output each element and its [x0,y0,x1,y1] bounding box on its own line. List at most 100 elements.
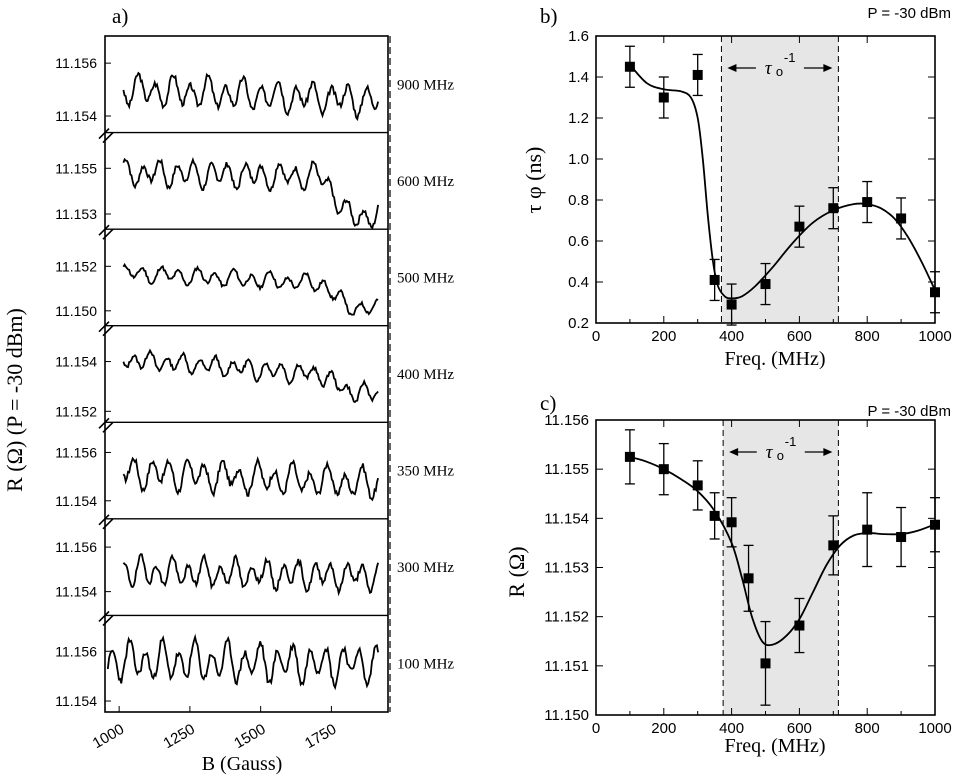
panel-c-plot: τ o-1 0 200 400 600 800 1000 11.150 11.151 11.152 1… [544,412,951,737]
panel-c-y-axis-label: R (Ω) [504,546,529,597]
data-point [794,620,805,631]
resistance-trace [106,633,379,691]
panel-c-x-axis-label: Freq. (MHz) [724,735,825,757]
y-tick-label: 0.4 [568,274,589,291]
x-tick-label: 0 [592,720,600,737]
data-point [862,524,873,535]
panel-a-stack: 11.156 11.154 900 MHz 11.155 11.153 600 MHz 11… [55,35,454,752]
y-tick-label: 11.156 [55,55,97,71]
data-point [862,197,873,208]
y-tick-label: 11.154 [544,510,589,527]
data-point [828,203,839,214]
band-label-bg [756,434,805,460]
y-tick-label: 11.154 [55,493,97,509]
band-label-superscript: -1 [785,434,797,449]
frequency-label: 100 MHz [397,657,454,673]
y-tick-label: 0.6 [568,233,589,250]
y-tick-label: 11.152 [55,403,97,419]
x-tick-label: 1000 [918,328,951,345]
x-tick-label: 1000 [90,721,127,752]
data-point [692,480,703,491]
axis-break-mark [98,417,114,433]
x-tick-label: 0 [592,328,600,345]
band-label-superscript: -1 [784,50,796,65]
y-tick-label: 1.2 [568,110,589,127]
data-point [760,658,771,669]
axis-break-mark [98,321,114,337]
y-tick-label: 11.155 [544,461,589,478]
shaded-band [721,36,839,323]
shaded-band [723,420,839,715]
x-tick-label: 800 [855,328,880,345]
arrow-head-left [727,64,737,72]
resistance-trace [122,456,379,502]
x-tick-label: 400 [719,328,744,345]
data-point [726,517,737,528]
fit-curve [629,64,936,300]
data-point [658,464,669,475]
x-tick-label: 1750 [302,721,339,752]
y-tick-label: 11.155 [55,160,97,176]
data-point [760,279,771,290]
panel-a-label: a) [112,4,128,28]
data-point [896,213,907,224]
y-tick-label: 11.156 [55,539,97,555]
frequency-label: 900 MHz [397,77,454,93]
resistance-trace [122,553,379,597]
data-point [930,519,940,530]
panel-b-plot: τ o-1 0 200 400 600 800 1000 0.2 0.4 0.6 0.8 1.0 1.2 1… [568,28,952,345]
x-tick-label: 600 [787,720,812,737]
panel-a-y-axis-label: R (Ω) (P = -30 dBm) [2,308,27,492]
y-tick-label: 11.154 [55,354,97,370]
data-point [624,451,635,462]
resistance-trace [122,348,379,404]
y-tick-label: 1.6 [568,28,589,45]
panel-b-x-axis-label: Freq. (MHz) [724,348,825,370]
resistance-trace [122,157,379,230]
x-tick-label: 600 [787,328,812,345]
data-point [658,92,669,103]
y-tick-label: 11.150 [544,707,589,724]
arrow-head-left [729,448,739,456]
axis-break-mark [98,514,114,530]
y-tick-label: 11.153 [544,560,589,577]
arrow-head-right [823,64,833,72]
frequency-label: 500 MHz [397,270,454,286]
data-point [828,540,839,551]
panel-c-label: c) [540,391,556,415]
axis-break-mark [98,224,114,240]
band-label-bg [755,50,804,76]
frequency-label: 300 MHz [397,560,454,576]
data-point [794,221,805,232]
x-tick-label: 1000 [918,720,951,737]
band-label-subscript: o [777,448,784,463]
frequency-label: 350 MHz [397,464,454,480]
data-point [709,274,720,285]
x-tick-label: 1250 [160,721,197,752]
fit-curve [629,456,936,647]
data-point [743,573,754,584]
frequency-label: 400 MHz [397,367,454,383]
band-label: τ [765,58,773,79]
panel-b-y-axis-label: τ φ (ns) [521,147,546,214]
x-tick-label: 1500 [231,721,268,752]
y-tick-label: 11.156 [544,412,589,429]
resistance-trace [122,262,379,316]
panel-c-power-label: P = -30 dBm [867,403,951,420]
band-label-subscript: o [776,64,783,79]
y-tick-label: 11.150 [55,303,97,319]
y-tick-label: 11.154 [55,584,97,600]
x-tick-label: 200 [651,720,676,737]
y-tick-label: 1.0 [568,151,589,168]
data-point [709,510,720,521]
y-tick-label: 1.4 [568,69,589,86]
y-tick-label: 11.151 [544,658,589,675]
y-tick-label: 11.152 [55,258,97,274]
x-tick-label: 800 [855,720,880,737]
data-point [726,299,737,310]
data-point [624,61,635,72]
resistance-trace [122,71,379,122]
frequency-label: 600 MHz [397,174,454,190]
y-tick-label: 0.8 [568,192,589,209]
